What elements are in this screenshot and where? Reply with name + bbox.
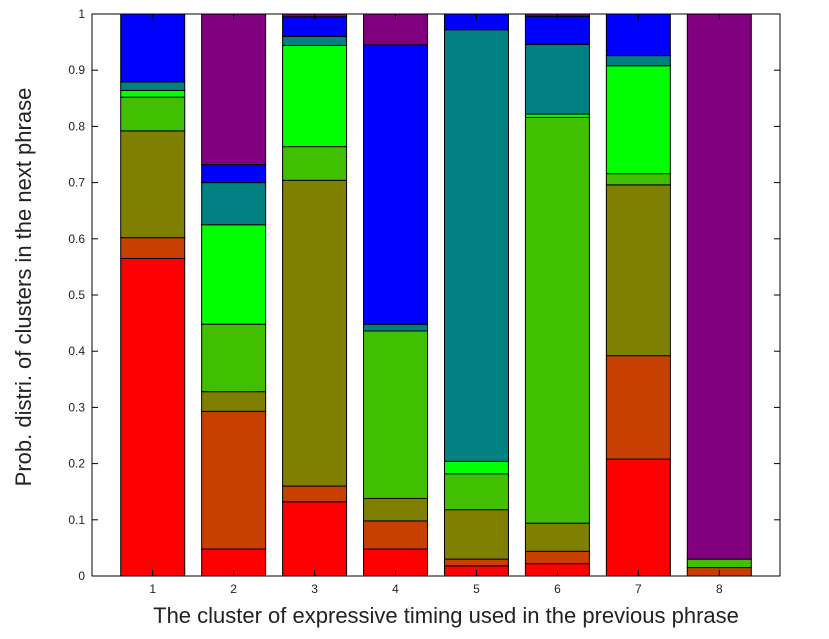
y-axis-title: Prob. distri. of clusters in the next ph… — [11, 88, 36, 487]
bar-segment-7-7 — [605, 13, 671, 57]
ticks-layer: 0 0.1 0.2 0.3 0.4 0.5 0.6 0.7 0.8 0.9 1 1 2 3 4 5 6 7 8 — [68, 7, 780, 596]
bar-segment-5-4 — [443, 473, 509, 511]
bar-segment-4-3 — [363, 497, 429, 522]
bar-segment-1-5 — [120, 89, 186, 98]
bar-segment-4-4 — [363, 330, 429, 499]
y-tick-label: 0.9 — [68, 63, 85, 77]
bar-segment-3-3 — [282, 179, 348, 487]
bar-segment-7-5 — [605, 65, 671, 175]
x-tick-label: 6 — [554, 582, 561, 596]
bar-segment-2-3 — [201, 391, 267, 412]
bar-segment-2-4 — [201, 323, 267, 393]
bar-segment-6-7 — [524, 15, 590, 45]
y-tick-label: 0.4 — [68, 344, 85, 358]
x-tick-label: 1 — [149, 582, 156, 596]
bars-layer — [120, 13, 752, 577]
y-tick-label: 0.1 — [68, 513, 85, 527]
bar-segment-2-7 — [201, 164, 267, 184]
bar-segment-8-4 — [686, 558, 752, 569]
y-tick-label: 0 — [78, 569, 85, 583]
y-tick-label: 0.2 — [68, 457, 85, 471]
y-tick-label: 0.3 — [68, 400, 85, 414]
y-tick-label: 0.5 — [68, 288, 85, 302]
bar-segment-7-3 — [605, 184, 671, 357]
y-tick-label: 0.7 — [68, 176, 85, 190]
x-tick-label: 4 — [392, 582, 399, 596]
bar-segment-1-7 — [120, 13, 186, 83]
bar-segment-5-5 — [443, 460, 509, 475]
x-tick-label: 2 — [230, 582, 237, 596]
bar-segment-2-2 — [201, 410, 267, 550]
bar-segment-6-6 — [524, 43, 590, 115]
x-axis-title: The cluster of expressive timing used in… — [153, 603, 739, 628]
bar-segment-4-2 — [363, 520, 429, 550]
bar-segment-1-2 — [120, 237, 186, 259]
y-tick-label: 1 — [78, 7, 85, 21]
bar-segment-1-3 — [120, 130, 186, 239]
bar-segment-3-6 — [282, 35, 348, 46]
y-tick-label: 0.6 — [68, 232, 85, 246]
bar-segment-5-3 — [443, 509, 509, 560]
plot-frame — [91, 13, 781, 577]
bar-segment-2-8 — [201, 13, 267, 166]
bar-segment-6-3 — [524, 522, 590, 552]
bar-segment-3-5 — [282, 44, 348, 148]
bar-segment-3-4 — [282, 146, 348, 181]
bar-segment-1-4 — [120, 96, 186, 132]
y-tick-label: 0.8 — [68, 119, 85, 133]
bar-segment-2-5 — [201, 224, 267, 325]
x-tick-label: 5 — [473, 582, 480, 596]
bar-segment-6-5 — [524, 113, 590, 118]
bar-segment-7-2 — [605, 355, 671, 460]
bar-segment-3-1 — [282, 501, 348, 577]
x-tick-label: 8 — [716, 582, 723, 596]
bar-segment-8-8 — [686, 13, 752, 560]
bar-segment-1-6 — [120, 81, 186, 91]
bar-segment-7-1 — [605, 458, 671, 577]
bar-segment-5-6 — [443, 29, 509, 462]
x-tick-label: 7 — [635, 582, 642, 596]
bar-segment-1-1 — [120, 257, 186, 577]
bar-segment-6-4 — [524, 116, 590, 524]
bar-segment-4-6 — [363, 323, 429, 332]
bar-segment-3-2 — [282, 485, 348, 503]
bar-segment-7-6 — [605, 55, 671, 67]
bar-segment-2-6 — [201, 182, 267, 226]
bar-segment-7-4 — [605, 173, 671, 186]
x-tick-label: 3 — [311, 582, 318, 596]
bar-segment-4-7 — [363, 44, 429, 325]
bar-segment-6-2 — [524, 550, 590, 565]
bar-segment-5-2 — [443, 558, 509, 567]
